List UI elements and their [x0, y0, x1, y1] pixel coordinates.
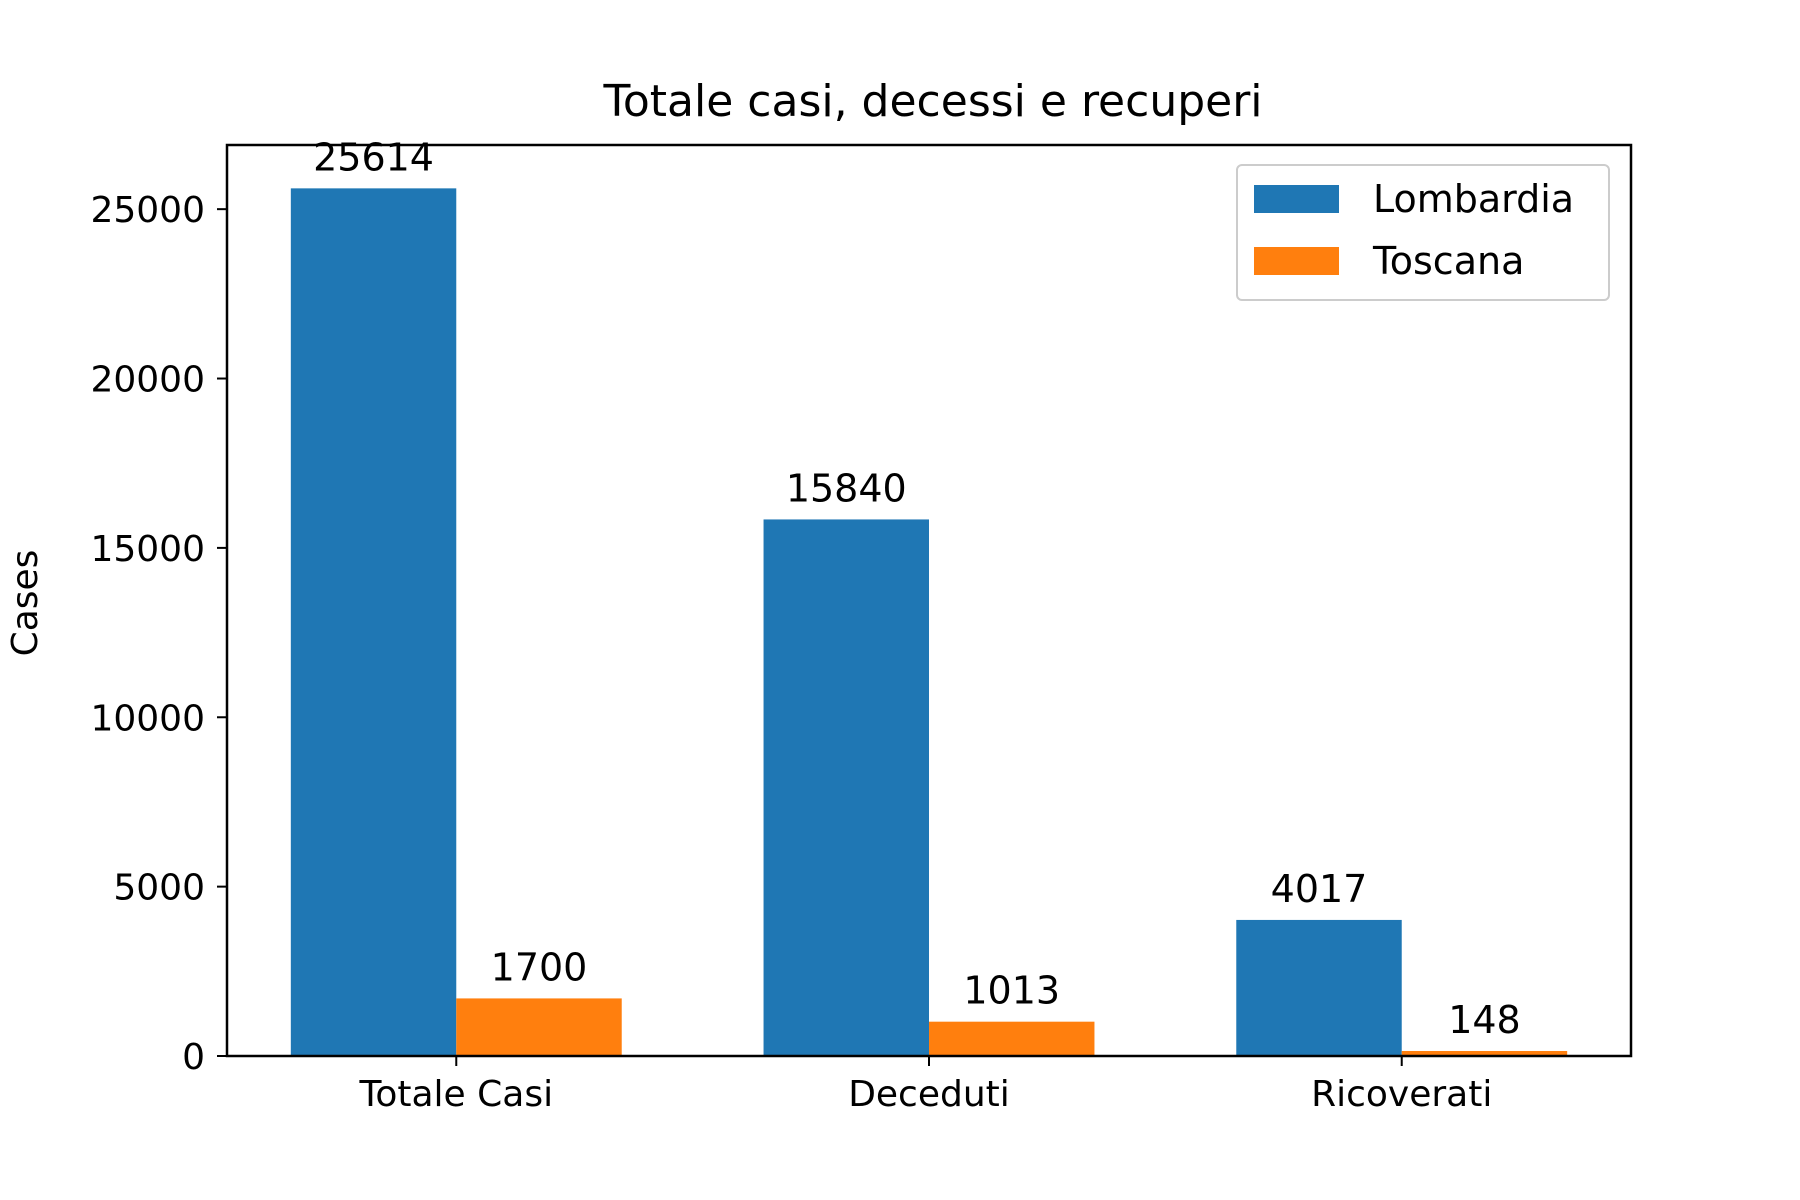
- value-label: 148: [1448, 998, 1521, 1042]
- bar-lombardia-totale-casi: [290, 188, 457, 1056]
- y-axis-label: Cases: [5, 550, 46, 657]
- bar-toscana-deceduti: [929, 1021, 1095, 1056]
- value-labels-group: 25614 15840 4017 1700 1013 148: [313, 135, 1521, 1042]
- x-tick-label: Deceduti: [848, 1074, 1010, 1115]
- value-label: 4017: [1271, 867, 1368, 911]
- value-label: 15840: [786, 466, 907, 510]
- x-tick-label: Ricoverati: [1311, 1074, 1492, 1115]
- y-axis: 0 5000 10000 15000 20000 25000: [90, 190, 227, 1078]
- y-tick-label: 0: [182, 1037, 205, 1078]
- value-label: 25614: [313, 135, 434, 179]
- bar-toscana-totale-casi: [456, 998, 622, 1056]
- bar-toscana-ricoverati: [1401, 1050, 1568, 1056]
- y-tick-label: 25000: [90, 190, 205, 231]
- value-label: 1013: [963, 969, 1060, 1013]
- y-tick-label: 15000: [90, 529, 205, 570]
- legend-label-lombardia: Lombardia: [1373, 177, 1574, 221]
- bars-group: [290, 188, 1568, 1056]
- y-tick-label: 5000: [113, 868, 205, 909]
- legend-label-toscana: Toscana: [1372, 239, 1524, 283]
- bar-lombardia-deceduti: [763, 519, 929, 1056]
- legend: Lombardia Toscana: [1236, 164, 1610, 301]
- legend-swatch-lombardia: [1254, 185, 1339, 213]
- value-label: 1700: [491, 945, 588, 989]
- bar-lombardia-ricoverati: [1236, 919, 1402, 1056]
- y-tick-label: 10000: [90, 698, 205, 739]
- chart-title: Totale casi, decessi e recuperi: [602, 76, 1262, 127]
- x-axis: Totale Casi Deceduti Ricoverati: [358, 1056, 1492, 1115]
- y-tick-label: 20000: [90, 360, 205, 401]
- x-tick-label: Totale Casi: [358, 1074, 553, 1115]
- plot-frame: [225, 143, 1633, 1058]
- legend-swatch-toscana: [1254, 247, 1339, 275]
